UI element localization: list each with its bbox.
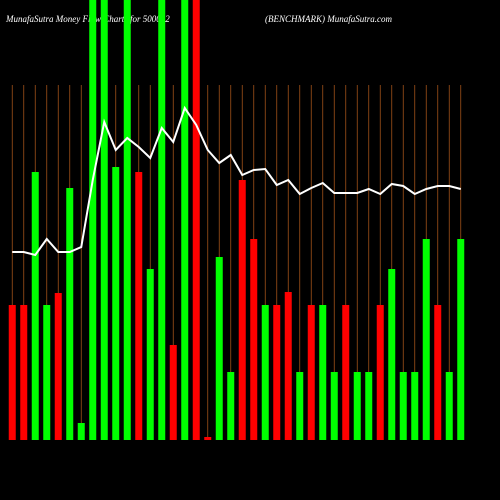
bar (365, 372, 373, 440)
bar (434, 305, 442, 440)
bar (353, 372, 361, 440)
bar (158, 0, 166, 440)
bar (227, 372, 235, 440)
bar (135, 172, 143, 440)
bar (100, 0, 108, 440)
bar (342, 305, 350, 440)
bar (273, 305, 281, 440)
bar (307, 305, 315, 440)
bar (284, 292, 292, 440)
chart-subtitle: (BENCHMARK) MunafaSutra.com (265, 14, 392, 24)
bar (192, 0, 200, 440)
bar (261, 305, 269, 440)
bar (445, 372, 453, 440)
bar (238, 180, 246, 440)
bar (54, 293, 62, 440)
bar (66, 188, 74, 440)
money-flow-line (12, 105, 462, 257)
bar (77, 423, 85, 440)
bar (296, 372, 304, 440)
bar (422, 239, 430, 440)
bar (89, 0, 97, 440)
bar (31, 172, 39, 440)
bar (215, 257, 223, 440)
bar (411, 372, 419, 440)
bar (8, 305, 16, 440)
bar (399, 372, 407, 440)
bar (319, 305, 327, 440)
chart-title: MunafaSutra Money Flow Charts for 500052 (5, 14, 170, 24)
bar (388, 269, 396, 440)
bar (330, 372, 338, 440)
bar (146, 269, 154, 440)
bar (169, 345, 177, 440)
bar (376, 305, 384, 440)
bar (457, 239, 465, 440)
bar (250, 239, 258, 440)
bar (204, 437, 212, 440)
bar (123, 0, 131, 440)
bar (181, 0, 189, 440)
bar (20, 305, 28, 440)
bar (112, 167, 120, 440)
bar (43, 305, 51, 440)
